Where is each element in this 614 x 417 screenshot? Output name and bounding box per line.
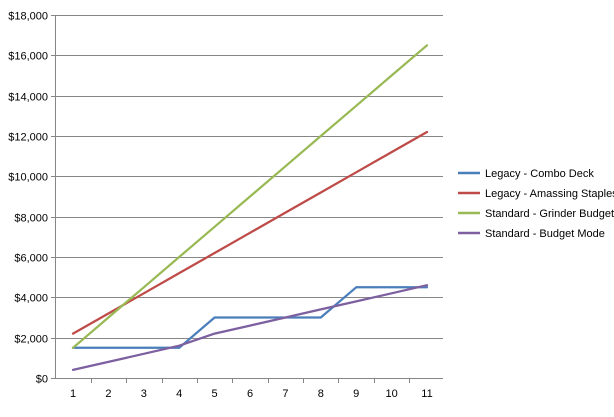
y-tick-label: $6,000	[14, 253, 48, 265]
y-tick-label: $18,000	[8, 11, 48, 23]
x-tick-label: 5	[212, 388, 218, 400]
x-tick-label: 10	[385, 388, 397, 400]
y-tick-label: $14,000	[8, 92, 48, 104]
plot-series	[71, 44, 429, 372]
x-tick-label: 3	[141, 388, 147, 400]
y-tick-label: $10,000	[8, 172, 48, 184]
series-line-3	[71, 44, 429, 349]
x-axis-tick-labels: 1 2 3 4 5 6 7 8 9 10 11	[70, 388, 433, 400]
y-tick-label: $8,000	[14, 213, 48, 225]
series-line-1	[71, 286, 429, 349]
legend-label: Standard - Grinder Budget	[485, 208, 614, 220]
x-tick-label: 9	[353, 388, 359, 400]
x-tick-label: 1	[70, 388, 76, 400]
legend-item: Legacy - Amassing Staples	[458, 188, 614, 200]
series-line-2	[71, 130, 429, 335]
y-tick-label: $16,000	[8, 51, 48, 63]
legend-label: Legacy - Combo Deck	[485, 168, 594, 180]
x-tick-label: 6	[247, 388, 253, 400]
y-tick-label: $2,000	[14, 334, 48, 346]
legend: Legacy - Combo Deck Legacy - Amassing Sta…	[458, 168, 614, 240]
legend-item: Standard - Grinder Budget	[458, 208, 614, 220]
legend-label: Standard - Budget Mode	[485, 228, 605, 240]
gridlines	[55, 15, 443, 339]
x-tick-label: 11	[421, 388, 432, 400]
axes	[51, 15, 443, 383]
y-axis-tick-labels: $0 $2,000 $4,000 $6,000 $8,000 $10,000 $12,000…	[8, 11, 48, 386]
y-tick-label: $0	[36, 374, 48, 386]
legend-label: Legacy - Amassing Staples	[485, 188, 614, 200]
y-tick-label: $12,000	[8, 132, 48, 144]
y-tick-label: $4,000	[14, 293, 48, 305]
x-tick-label: 4	[176, 388, 182, 400]
x-tick-label: 8	[318, 388, 324, 400]
x-tick-label: 7	[282, 388, 288, 400]
x-tick-label: 2	[105, 388, 111, 400]
legend-item: Standard - Budget Mode	[458, 228, 605, 240]
legend-item: Legacy - Combo Deck	[458, 168, 594, 180]
series-line-4	[71, 284, 429, 372]
